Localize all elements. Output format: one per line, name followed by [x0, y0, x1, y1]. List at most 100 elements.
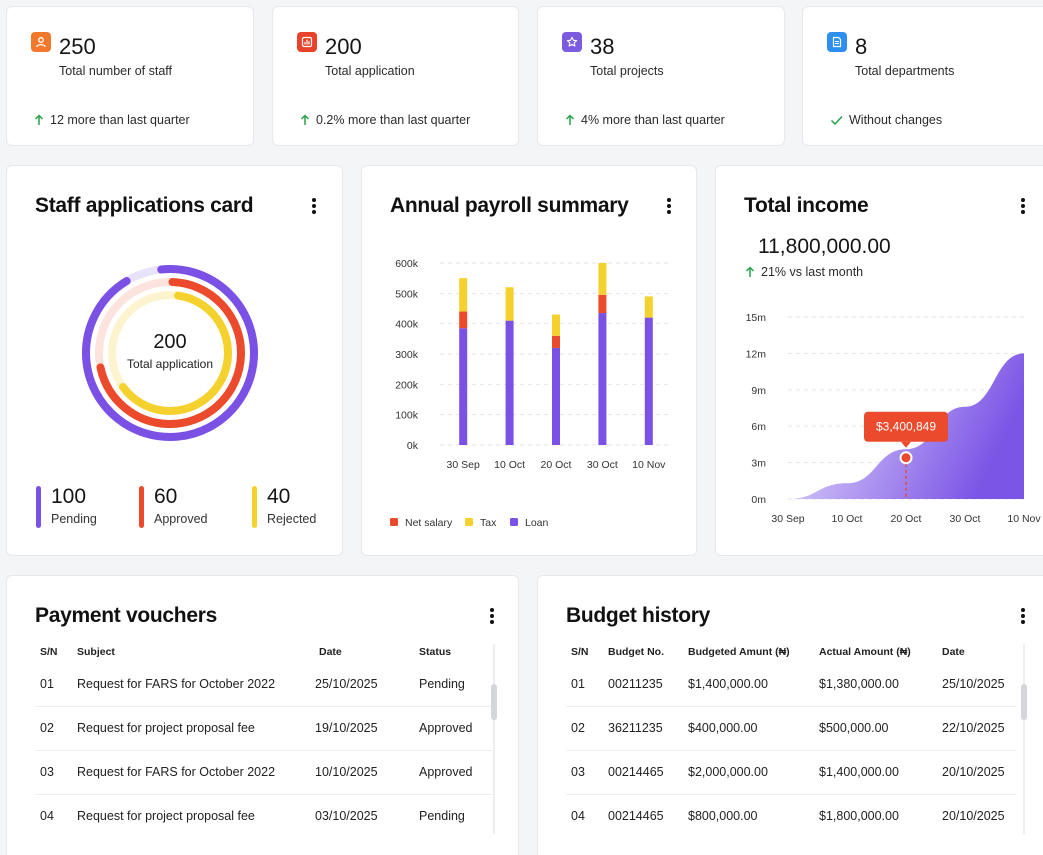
x-tick-label: 10 Oct	[832, 513, 863, 525]
stat-label: Total number of staff	[59, 64, 173, 78]
cell-actual: $1,380,000.00	[819, 662, 942, 707]
legend-swatch	[252, 486, 257, 528]
highlight-point[interactable]	[899, 451, 913, 465]
stat-value: 200	[325, 34, 362, 59]
y-tick-label: 100k	[395, 410, 419, 422]
bar-loan[interactable]	[598, 313, 607, 445]
more-options-icon[interactable]	[312, 198, 316, 214]
column-header: Subject	[77, 646, 115, 658]
bar-tax[interactable]	[598, 263, 607, 295]
cell-status: Pending	[419, 662, 493, 707]
table-row[interactable]: 04 00214465 $800,000.00 $1,800,000.00 20…	[566, 794, 1016, 838]
column-header: S/N	[40, 646, 58, 658]
stat-change-text: Without changes	[849, 113, 943, 127]
scrollbar-track	[1023, 644, 1025, 834]
cell-actual: $500,000.00	[819, 706, 942, 751]
bar-tax[interactable]	[552, 314, 560, 336]
y-tick-label: 200k	[395, 379, 419, 391]
arrow-up-icon	[34, 114, 44, 125]
legend-rejected: 40 Rejected	[252, 486, 316, 528]
table-row[interactable]: 03 Request for FARS for October 2022 10/…	[35, 750, 493, 795]
cell-date: 20/10/2025	[942, 750, 1016, 795]
column-header: Budget No.	[608, 646, 664, 658]
income-card: Total income 11,800,000.00 21% vs last m…	[715, 165, 1043, 556]
income-change-text: 21% vs last month	[761, 265, 864, 279]
donut-chart: 200 Total application	[82, 265, 258, 442]
legend-value: 100	[51, 485, 87, 508]
more-options-icon[interactable]	[490, 608, 494, 624]
stat-change: 12 more than last quarter	[34, 113, 190, 127]
column-header: Status	[419, 646, 452, 658]
scrollbar-thumb[interactable]	[1021, 684, 1027, 720]
document-icon	[827, 32, 847, 52]
staff-applications-card: Staff applications card 200 Total applic…	[6, 165, 343, 556]
arrow-up-icon	[745, 266, 755, 277]
stat-card-applications[interactable]: 200 Total application 0.2% more than las…	[272, 6, 519, 146]
legend-swatch	[510, 518, 518, 526]
x-tick-label: 10 Nov	[1007, 513, 1041, 525]
scrollbar-thumb[interactable]	[491, 684, 497, 720]
card-title: Budget history	[566, 604, 710, 627]
card-title: Staff applications card	[35, 194, 254, 217]
cell-date: 19/10/2025	[315, 706, 419, 751]
legend-label: Tax	[480, 517, 497, 529]
cell-budget-no: 00211235	[608, 662, 688, 707]
bar-net-salary[interactable]	[459, 311, 468, 329]
y-tick-label: 6m	[751, 421, 766, 433]
table-row[interactable]: 02 36211235 $400,000.00 $500,000.00 22/1…	[566, 706, 1016, 751]
ring-pending	[82, 265, 258, 442]
stat-change: 0.2% more than last quarter	[300, 113, 470, 127]
stat-value: 38	[590, 34, 615, 59]
y-tick-label: 3m	[751, 458, 766, 470]
stat-card-projects[interactable]: 38 Total projects 4% more than last quar…	[537, 6, 785, 146]
cell-subject: Request for project proposal fee	[77, 706, 315, 751]
bar-loan[interactable]	[552, 347, 560, 445]
cell-sn: 03	[35, 750, 77, 795]
card-title: Annual payroll summary	[390, 194, 629, 217]
legend-label: Net salary	[405, 517, 453, 529]
table-row[interactable]: 04 Request for project proposal fee 03/1…	[35, 794, 493, 838]
stat-label: Total application	[325, 64, 415, 78]
legend-swatch	[36, 486, 41, 528]
x-tick-label: 20 Oct	[541, 459, 572, 471]
bar-net-salary[interactable]	[552, 335, 560, 348]
table-row[interactable]: 03 00214465 $2,000,000.00 $1,400,000.00 …	[566, 750, 1016, 795]
cell-sn: 03	[566, 750, 608, 795]
stat-value: 8	[855, 34, 868, 59]
cell-date: 20/10/2025	[942, 809, 1005, 824]
table-row[interactable]: 01 00211235 $1,400,000.00 $1,380,000.00 …	[566, 662, 1016, 707]
bar-loan[interactable]	[459, 328, 468, 445]
bar-loan[interactable]	[505, 320, 514, 445]
bar-tax[interactable]	[505, 287, 514, 321]
legend-swatch	[465, 518, 473, 526]
check-icon	[830, 115, 843, 126]
cell-budgeted: $800,000.00	[688, 809, 758, 824]
stat-card-staff[interactable]: 250 Total number of staff 12 more than l…	[6, 6, 254, 146]
arrow-up-icon	[300, 114, 310, 125]
x-tick-label: 20 Oct	[891, 513, 922, 525]
stat-card-departments[interactable]: 8 Total departments Without changes	[802, 6, 1043, 146]
payment-vouchers-card: Payment vouchers S/N Subject Date Status…	[6, 575, 519, 855]
arrow-up-icon	[565, 114, 575, 125]
table-row[interactable]: 01 Request for FARS for October 2022 25/…	[35, 662, 493, 707]
bar-tax[interactable]	[644, 296, 653, 318]
bar-loan[interactable]	[644, 317, 653, 445]
more-options-icon[interactable]	[667, 198, 671, 214]
more-options-icon[interactable]	[1021, 198, 1025, 214]
y-tick-label: 500k	[395, 288, 419, 300]
column-header: Date	[319, 646, 342, 658]
tooltip-label: $3,400,849	[876, 420, 936, 434]
bar-tax[interactable]	[459, 278, 468, 312]
cell-budgeted: $1,400,000.00	[688, 662, 819, 707]
bar-net-salary[interactable]	[598, 294, 607, 314]
cell-sn: 01	[566, 662, 608, 707]
y-tick-label: 9m	[751, 385, 766, 397]
user-icon	[31, 32, 51, 52]
ring-rejected	[108, 291, 232, 415]
stat-change-text: 12 more than last quarter	[50, 113, 190, 127]
table-row[interactable]: 02 Request for project proposal fee 19/1…	[35, 706, 493, 751]
legend-swatch	[139, 486, 144, 528]
cell-budget-no: 36211235	[608, 706, 688, 751]
more-options-icon[interactable]	[1021, 608, 1025, 624]
cell-sn: 02	[566, 706, 608, 751]
